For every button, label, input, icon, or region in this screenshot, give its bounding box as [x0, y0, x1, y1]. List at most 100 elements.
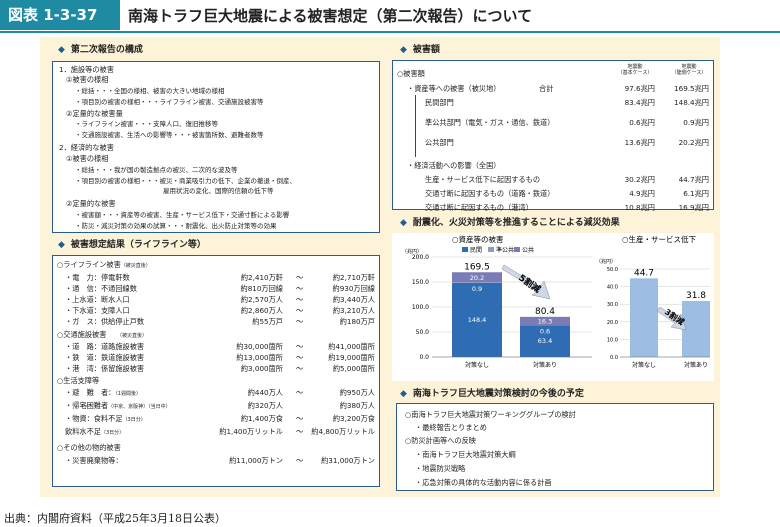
lifeline-sec4: ○その他の物的被害 [57, 443, 121, 452]
y-tick-label: 50.0 [607, 267, 618, 273]
future-line: ・地震防災戦略 [415, 464, 466, 473]
bar-value-label: 20.2 [470, 274, 484, 282]
y-tick-label: 10.0 [607, 337, 618, 343]
y-tick-label: 150.0 [412, 279, 429, 286]
tilde: ～ [296, 353, 304, 362]
lifeline-row-note: （1週間後） [115, 391, 142, 397]
lifeline-value-b: 約19,000箇所 [328, 353, 375, 362]
damage-value-a: 0.6兆円 [629, 118, 655, 127]
tilde: ～ [296, 317, 304, 326]
bar-total-label: 80.4 [535, 307, 555, 317]
damage-title: 被害額 [412, 45, 440, 55]
bar-segment [520, 325, 570, 326]
lifeline-value-b: 約380万人 [339, 401, 375, 410]
damage-value-b: 148.4兆円 [674, 98, 709, 107]
x-tick-label: 対策なし [465, 361, 489, 369]
comp-line: ・項目別の被害の様相・・・被災・商業吸引力の低下、企業の撤退・倒産、 [75, 177, 296, 185]
arrow-icon [656, 306, 687, 331]
tilde: ～ [296, 456, 304, 465]
lifeline-value-b: 約930万回線 [332, 284, 375, 293]
x-tick-label: 対策あり [684, 361, 708, 369]
comp-line: ・項目別の被害の様相・・・ライフライン被害、交通施設被害等 [75, 98, 264, 106]
lifeline-value-a: 約440万人 [247, 388, 283, 397]
total-a: 97.6兆円 [624, 84, 655, 93]
damage-row-label: 民間部門 [425, 98, 454, 107]
y-tick-label: 20.0 [607, 320, 618, 326]
comp-line: ①被害の様相 [66, 75, 109, 84]
y-tick-label: 50.0 [416, 329, 430, 336]
lifeline-value-a: 約30,000箇所 [236, 342, 283, 351]
tilde: ～ [296, 306, 304, 315]
lifeline-row-label: ・上水道：断水人口 [65, 295, 130, 304]
diamond-icon: ◆ [400, 389, 407, 399]
y-tick-label: 0.0 [419, 354, 429, 361]
lifeline-row-label: ・帰宅困難者（中京、京阪神）（当日中） [65, 401, 171, 410]
lifeline-value-a: 約3,000箇所 [240, 364, 283, 373]
comp-line: ②定量的な被害量 [66, 109, 123, 118]
arrow-icon [501, 264, 551, 300]
lifeline-row-note: （中京、京阪神）（当日中） [108, 404, 171, 410]
legend-label: 公共 [522, 246, 534, 254]
lifeline-box: ○ライフライン被害（被災直後） ・電 力：停電軒数 約2,410万軒 ～ 約2,710… [52, 255, 380, 487]
lifeline-row-label: ・道 路：道路施設被害 [65, 342, 145, 351]
lifeline-value-a: 約2,410万軒 [240, 273, 283, 282]
measures-chart: （兆円） ○資産等の被害 0.0 50.0 100.0 150.0 200.0 民間 準公共 公共… [402, 234, 710, 369]
bar-value-label: 148.4 [468, 316, 487, 324]
comp-line: 2．経済的な被害 [59, 143, 114, 152]
econ-row-label: 生産・サービス低下に起因するもの [425, 175, 541, 184]
lifeline-title: 被害想定結果（ライフライン等） [70, 240, 206, 250]
bar-total-label: 169.5 [464, 262, 490, 272]
y-axis-label: （兆円） [402, 248, 422, 255]
lifeline-row-label: ・港 湾：係留施設被害 [65, 364, 145, 373]
future-line: ○防災計画等への反映 [405, 436, 476, 445]
lifeline-heading: ◆ 被害想定結果（ライフライン等） [50, 237, 206, 253]
comp-line: ・交通施設被害、生活への影響等・・・被害箇所数、避難者数等 [75, 131, 264, 139]
figure-frame: ◆ 第二次報告の構成 1．施設等の被害 ①被害の様相 ・総括・・・全国の様相、被害… [40, 37, 720, 497]
lifeline-value-b: 約31,000万トン [321, 456, 375, 465]
econ-value-a: 10.8兆円 [624, 203, 655, 212]
lifeline-value-a: 約13,000箇所 [236, 353, 283, 362]
comp-line: 雇用状況の変化、国際的信頼の低下等 [163, 187, 274, 195]
bar [682, 301, 710, 357]
econ-value-a: 4.9兆円 [629, 189, 655, 198]
lifeline-value-a: 約1,400万食 [240, 414, 283, 423]
lifeline-row-note: （3日分） [100, 430, 125, 436]
econ-value-b: 44.7兆円 [678, 175, 709, 184]
composition-title: 第二次報告の構成 [70, 45, 143, 55]
lifeline-sec3: ○生活支障等 [57, 376, 100, 385]
lifeline-value-a: 約11,000万トン [229, 456, 283, 465]
lifeline-row-note: （3日分） [122, 417, 146, 423]
bar-value-label: 0.6 [540, 327, 550, 335]
damage-value-a: 13.6兆円 [624, 138, 655, 147]
econ-row-label: 交通寸断に起因するもの（道路・鉄道） [425, 189, 555, 198]
lifeline-value-a: 約2,860万人 [240, 306, 283, 315]
future-line: ○南海トラフ巨大地震対策ワーキンググループの検討 [405, 410, 576, 419]
lifeline-value-b: 約180万戸 [339, 317, 375, 326]
chart-title: ○資産等の被害 [452, 234, 504, 244]
bar [630, 278, 658, 357]
lifeline-row-label: ・物資：食料不足（3日分） [65, 414, 146, 423]
y-tick-label: 40.0 [607, 285, 618, 291]
lifeline-value-a: 約55万戸 [252, 317, 283, 326]
tilde: ～ [296, 273, 304, 282]
legend-swatch [462, 247, 468, 252]
comp-line: ・総括・・・我が国の製造拠点の被災、二次的な波及等 [75, 166, 238, 174]
bar-segment [452, 282, 502, 357]
future-line: ・応急対策の具体的な活動内容に係る計画 [415, 478, 552, 487]
bracket-line [415, 95, 416, 157]
bar-value-label: 63.4 [538, 337, 552, 345]
future-line: ・最終報告とりまとめ [415, 423, 487, 432]
x-tick-label: 対策あり [533, 361, 557, 369]
header: 図表 1-3-37 南海トラフ巨大地震による被害想定（第二次報告）について [0, 0, 780, 30]
damage-lead: ○被害額 [397, 69, 425, 78]
tilde: ～ [296, 427, 304, 436]
comp-line: ・ライフライン被害・・・支障人口、復旧推移等 [75, 120, 218, 128]
lifeline-value-b: 約3,440万人 [332, 295, 375, 304]
future-title: 南海トラフ巨大地震対策検討の今後の予定 [412, 389, 584, 399]
bar-value-label: 31.8 [686, 291, 706, 301]
y-tick-label: 200.0 [412, 254, 429, 261]
asset-label: ・資産等への被害（被災地） [407, 84, 501, 93]
lifeline-row-label: ・電 力：停電軒数 [65, 273, 130, 282]
source-note: 出典：内閣府資料（平成25年3月18日公表） [4, 512, 226, 525]
lifeline-row-label: ・ガ ス：供給停止戸数 [65, 317, 145, 326]
